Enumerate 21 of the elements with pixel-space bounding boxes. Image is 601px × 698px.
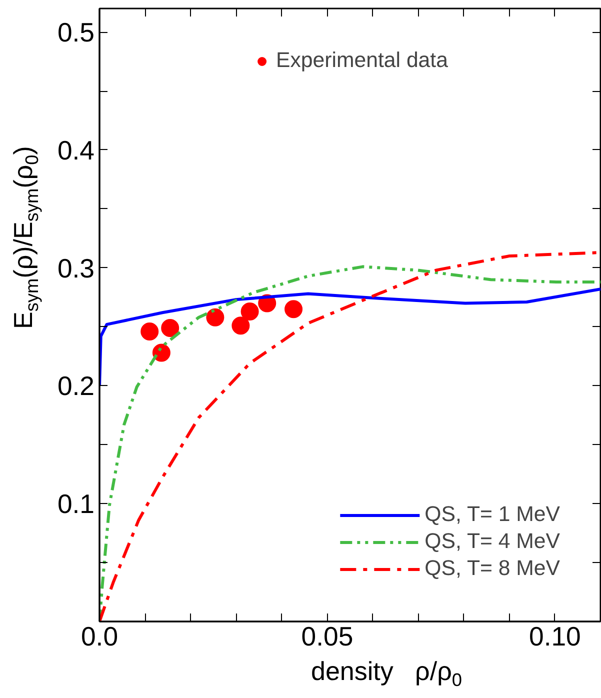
y-tick-label: 0.3 [57, 253, 95, 284]
x-tick-label: 0.0 [80, 622, 118, 652]
point [152, 344, 170, 362]
point [140, 322, 159, 340]
point [284, 300, 303, 318]
y-tick-label: 0.2 [57, 371, 95, 402]
point [240, 302, 259, 320]
y-tick-label: 0.5 [57, 18, 95, 48]
line-series [100, 288, 600, 388]
x-axis-title: density ρ/ρ$_{0}$ [310, 655, 463, 692]
y-tick-label: 0.4 [57, 135, 95, 166]
point [232, 316, 250, 335]
y-tick-label: 0.1 [57, 489, 95, 520]
point [206, 308, 224, 326]
legend-label: Experimental data [276, 48, 448, 73]
x-tick-label: 0.05 [301, 622, 354, 652]
point [161, 318, 180, 337]
legend-label: QS, T= 4 MeV [424, 529, 560, 554]
x-tick-label: 0.10 [529, 622, 581, 652]
legend-label: QS, T= 1 MeV [424, 502, 560, 527]
legend-label: QS, T= 8 MeV [424, 556, 560, 581]
